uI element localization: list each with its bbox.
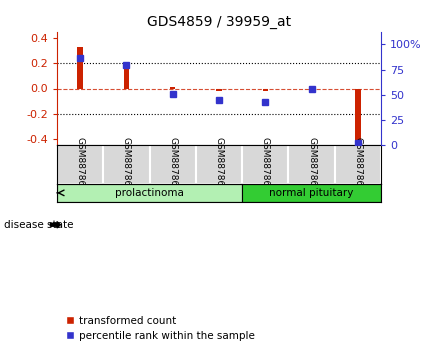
Text: GSM887864: GSM887864 xyxy=(261,137,270,192)
Bar xyxy=(149,145,196,184)
Bar xyxy=(57,145,103,184)
Bar xyxy=(170,87,176,88)
Bar xyxy=(335,145,381,184)
Bar xyxy=(289,145,335,184)
Legend: transformed count, percentile rank within the sample: transformed count, percentile rank withi… xyxy=(62,312,259,345)
Bar xyxy=(242,145,289,184)
Text: GSM887865: GSM887865 xyxy=(307,137,316,192)
Text: disease state: disease state xyxy=(4,220,74,230)
Bar xyxy=(196,145,242,184)
Bar xyxy=(124,62,129,88)
Text: GSM887860: GSM887860 xyxy=(76,137,85,192)
Text: GSM887862: GSM887862 xyxy=(168,137,177,192)
Bar xyxy=(309,86,314,88)
Bar xyxy=(262,88,268,91)
Bar xyxy=(57,184,242,202)
Text: GSM887866: GSM887866 xyxy=(353,137,362,192)
Title: GDS4859 / 39959_at: GDS4859 / 39959_at xyxy=(147,16,291,29)
Bar xyxy=(103,145,149,184)
Text: GSM887863: GSM887863 xyxy=(215,137,223,192)
Bar xyxy=(78,47,83,88)
Text: GSM887861: GSM887861 xyxy=(122,137,131,192)
Bar xyxy=(242,184,381,202)
Text: normal pituitary: normal pituitary xyxy=(269,188,354,198)
Bar xyxy=(216,88,222,91)
Bar xyxy=(355,88,360,143)
Text: prolactinoma: prolactinoma xyxy=(115,188,184,198)
